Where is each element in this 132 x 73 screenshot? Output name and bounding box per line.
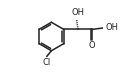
Text: O: O bbox=[88, 41, 95, 50]
Text: Cl: Cl bbox=[42, 58, 50, 67]
Text: OH: OH bbox=[71, 8, 84, 17]
Text: OH: OH bbox=[105, 23, 118, 32]
